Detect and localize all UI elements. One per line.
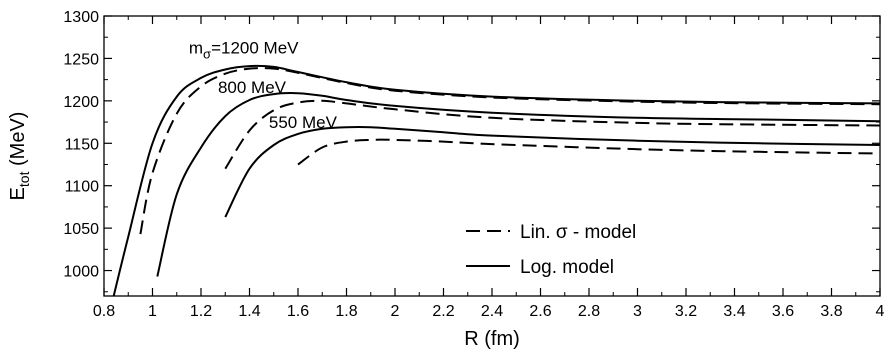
x-tick-label: 3.6 <box>772 303 794 320</box>
plot-frame <box>103 15 881 297</box>
x-tick-label: 0.8 <box>93 303 115 320</box>
x-tick-label: 3.2 <box>675 303 697 320</box>
axis-ticks <box>103 15 881 296</box>
x-tick-label: 1.8 <box>335 303 357 320</box>
x-tick-label: 3 <box>633 303 642 320</box>
x-axis-title-rest: (fm) <box>479 328 520 350</box>
x-tick-label: 2.6 <box>529 303 551 320</box>
x-tick-label: 2.8 <box>578 303 600 320</box>
x-tick-label: 1.2 <box>190 303 212 320</box>
legend-label-solid: Log. model <box>520 257 614 278</box>
y-axis-title-rest: (MeV) <box>7 112 29 172</box>
series-line-800-mev-log <box>156 92 881 277</box>
legend-label-dashed: Lin. σ - model <box>520 222 636 243</box>
x-tick-label: 1 <box>148 303 157 320</box>
data-curves <box>112 64 881 297</box>
y-tick-label: 1150 <box>65 136 100 153</box>
x-tick-label: 3.8 <box>820 303 842 320</box>
x-axis-title-main: R <box>464 328 478 350</box>
y-tick-label: 1250 <box>63 51 99 68</box>
annotation-main: 550 MeV <box>269 113 338 132</box>
y-tick-label: 1000 <box>63 264 99 281</box>
annotation-sub: σ <box>203 46 211 61</box>
x-tick-label: 2.4 <box>481 303 503 320</box>
x-tick-label: 1.4 <box>238 303 260 320</box>
x-tick-label: 4 <box>876 303 885 320</box>
legend: Lin. σ - model Log. model <box>466 222 636 278</box>
annotation-main: 800 MeV <box>218 78 287 97</box>
series-line-1200-mev-lin <box>139 67 881 235</box>
x-tick-label: 2.2 <box>432 303 454 320</box>
y-axis-title: Etot (MeV) <box>7 112 32 201</box>
series-line-800-mev-lin <box>224 99 881 170</box>
curve-annotations: mσ=1200 MeV 800 MeV 550 MeV <box>189 38 338 132</box>
y-tick-label: 1050 <box>63 221 99 238</box>
y-axis-title-main: E <box>7 187 29 200</box>
x-axis-title: R (fm) <box>464 328 520 350</box>
axis-tick-labels: 0.8 1 1.2 1.4 1.6 1.8 2 2.2 2.4 2.6 2.8 3 3.2 3.4 3.6 3… <box>63 9 884 320</box>
annotation-m1200: mσ=1200 MeV <box>189 38 299 61</box>
series-line-550-mev-log <box>224 125 881 218</box>
y-tick-label: 1100 <box>65 179 100 196</box>
y-tick-label: 1200 <box>63 94 99 111</box>
x-tick-label: 1.6 <box>287 303 309 320</box>
y-axis-title-sub: tot <box>16 171 32 187</box>
annotation-main: m <box>189 38 203 57</box>
annotation-m800: 800 MeV <box>218 78 287 97</box>
annotation-rest: =1200 MeV <box>211 38 299 57</box>
y-tick-label: 1300 <box>63 9 99 26</box>
x-tick-label: 3.4 <box>723 303 745 320</box>
series-line-1200-mev-log <box>112 64 881 297</box>
series-line-550-mev-lin <box>297 138 881 166</box>
annotation-m550: 550 MeV <box>269 113 338 132</box>
x-tick-label: 2 <box>391 303 400 320</box>
